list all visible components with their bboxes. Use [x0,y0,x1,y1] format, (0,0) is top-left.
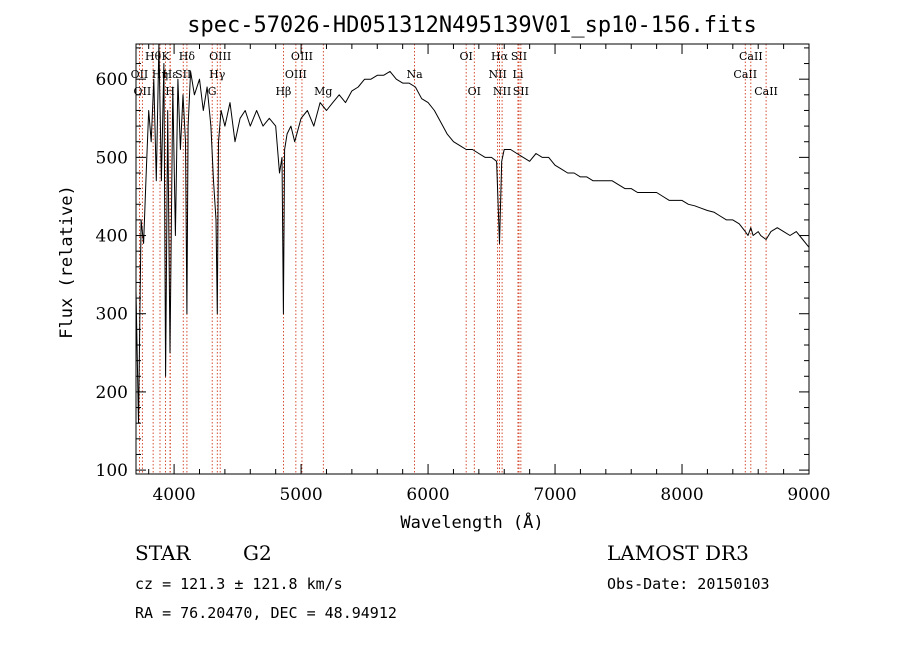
x-tick-label: 6000 [406,485,449,505]
line-marker-label: SII [175,68,191,81]
object-subclass: G2 [243,541,272,565]
y-tick-label: 600 [96,70,128,90]
line-marker-label: Hγ [209,68,226,81]
line-marker-label: OI [468,85,481,98]
chart-title: spec-57026-HD051312N495139V01_sp10-156.f… [187,13,757,38]
line-marker-label: CaII [733,68,757,81]
line-marker-label: CaII [754,85,778,98]
x-tick-label: 4000 [152,485,195,505]
survey-name: LAMOST DR3 [607,541,749,565]
line-marker-label: OIII [291,50,313,63]
x-tick-label: 9000 [787,485,830,505]
line-marker-label: Na [407,68,424,81]
x-axis-label: Wavelength (Å) [400,511,543,533]
line-marker-label: OIII [209,50,231,63]
line-marker-label: CaII [739,50,763,63]
x-tick-label: 7000 [533,485,576,505]
spectral-line-markers: OIIOIIHθHηKHHεSIIHδGHγOIIIHβOIIIOIIIMgNa… [131,44,778,474]
line-marker-label: OII [131,68,149,81]
plot-frame [135,43,810,475]
line-marker-label: SII [513,85,529,98]
line-marker-label: H [165,85,175,98]
line-marker-label: NII [488,68,506,81]
line-marker-label: OIII [285,68,307,81]
ra-dec: RA = 76.20470, DEC = 48.94912 [135,604,397,622]
y-tick-label: 500 [96,148,128,168]
spectrum-series [135,43,810,424]
line-marker-label: Hθ [145,50,162,63]
line-marker-label: Hε [163,68,179,81]
line-marker-label: Mg [314,85,332,98]
redshift-cz: cz = 121.3 ± 121.8 km/s [135,575,343,593]
line-marker-label: OI [459,50,472,63]
y-tick-label: 200 [96,383,128,403]
line-marker-label: SII [511,50,527,63]
observation-date: Obs-Date: 20150103 [607,575,770,593]
line-marker-label: G [208,85,217,98]
x-tick-label: 8000 [660,485,703,505]
line-marker-label: Hβ [275,85,291,98]
line-marker-label: NII [493,85,511,98]
line-marker-label: K [161,50,170,63]
line-marker-label: Hδ [179,50,196,63]
spectrum-line [135,43,810,424]
y-tick-label: 400 [96,227,128,247]
x-tick-label: 5000 [279,485,322,505]
y-axis: 100 200 300 400 500 600 [96,47,809,481]
spectrum-chart: spec-57026-HD051312N495139V01_sp10-156.f… [57,13,831,533]
line-marker-label: Hα [491,50,509,63]
line-marker-label: Li [513,68,524,81]
x-axis: 4000 5000 6000 7000 8000 9000 [148,44,831,505]
object-class: STAR [135,541,191,565]
y-tick-label: 100 [96,461,128,481]
y-tick-label: 300 [96,305,128,325]
y-axis-label: Flux (relative) [57,185,77,339]
